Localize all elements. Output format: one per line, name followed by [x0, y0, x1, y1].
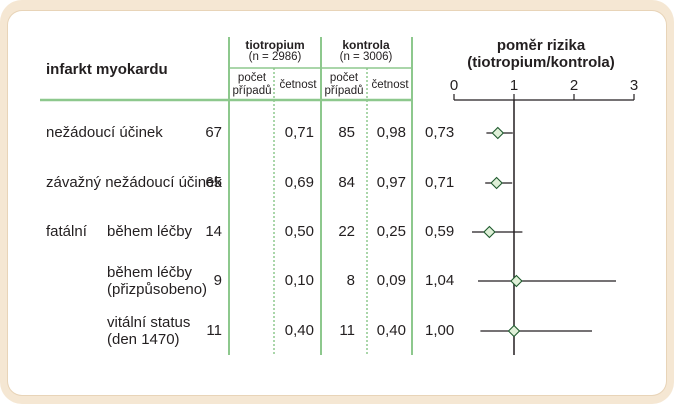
hazard-ratio-1: 0,71 — [425, 174, 455, 191]
outcome-header: infarkt myokardu — [46, 61, 168, 78]
tio-count-2: 14 — [205, 223, 222, 240]
hr-marker-2 — [483, 225, 496, 239]
count-subheader-0-1: případů — [232, 85, 272, 97]
forest-title-0: poměr rizika — [496, 37, 586, 54]
group-header-0: tiotropium — [245, 38, 305, 52]
hr-marker-0 — [491, 126, 505, 140]
group-n-1: (n = 3006) — [339, 51, 393, 63]
ctl-count-2: 22 — [338, 223, 355, 240]
count-subheader-0-0: počet — [237, 72, 267, 84]
tio-count-4: 11 — [206, 322, 222, 339]
x-tick-label-1: 1 — [510, 77, 518, 94]
ctl-rate-2: 0,25 — [376, 223, 406, 240]
hr-marker-1 — [490, 176, 503, 190]
ctl-count-0: 85 — [338, 124, 355, 141]
count-subheader-1-1: případů — [324, 85, 364, 97]
ctl-rate-1: 0,97 — [376, 174, 406, 191]
hazard-ratio-3: 1,04 — [425, 272, 455, 289]
tio-rate-0: 0,71 — [284, 124, 314, 141]
row-label-2-0: během léčby — [107, 223, 193, 240]
x-tick-label-2: 2 — [570, 77, 578, 94]
ctl-count-4: 11 — [339, 322, 355, 339]
tio-count-0: 67 — [205, 124, 222, 141]
forest-plot: 0 1 2 3 — [450, 77, 638, 355]
x-tick-label-0: 0 — [450, 77, 458, 94]
row-label-3-0: během léčby — [107, 263, 193, 281]
x-tick-label-3: 3 — [630, 77, 638, 94]
hazard-ratio-2: 0,59 — [425, 223, 455, 240]
row-label-4-0: vitální status — [107, 313, 191, 331]
ctl-count-3: 8 — [346, 272, 355, 289]
rate-subheader-1: četnost — [371, 79, 409, 91]
group-n-0: (n = 2986) — [248, 51, 302, 63]
ctl-count-1: 84 — [338, 174, 355, 191]
row-category-2: fatální — [46, 223, 87, 240]
hazard-ratio-4: 1,00 — [425, 322, 455, 339]
tio-rate-4: 0,40 — [284, 322, 314, 339]
hr-marker-4 — [507, 324, 521, 338]
row-label-3-1: (přizpůsobeno) — [107, 280, 208, 298]
ctl-rate-0: 0,98 — [376, 124, 406, 141]
tio-rate-3: 0,10 — [284, 272, 314, 289]
tio-count-3: 9 — [213, 272, 222, 289]
forest-title-1: (tiotropium/kontrola) — [467, 54, 615, 71]
ctl-rate-3: 0,09 — [376, 272, 406, 289]
row-label-0-0: nežádoucí účinek — [46, 124, 163, 141]
hazard-ratio-0: 0,73 — [425, 124, 455, 141]
tio-rate-1: 0,69 — [284, 174, 314, 191]
count-subheader-1-0: počet — [329, 72, 359, 84]
group-header-1: kontrola — [342, 38, 390, 52]
ctl-rate-4: 0,40 — [376, 322, 406, 339]
row-label-4-1: (den 1470) — [107, 330, 180, 348]
hr-marker-3 — [510, 274, 523, 288]
row-label-1-0: závažný nežádoucí účinek — [46, 174, 222, 191]
rate-subheader-0: četnost — [279, 79, 317, 91]
tio-count-1: 65 — [205, 174, 222, 191]
tio-rate-2: 0,50 — [284, 223, 314, 240]
